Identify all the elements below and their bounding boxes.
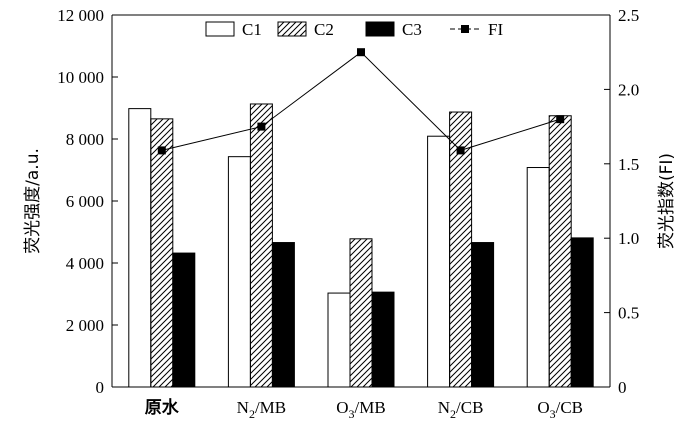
bar-c1-2 bbox=[327, 292, 351, 388]
fi-point-1 bbox=[257, 122, 266, 131]
axes: 0 2 000 4 000 6 000 8 000 10 000 12 000 0 0.5 1.0… bbox=[57, 6, 639, 421]
y2-tick-label-5: 2.5 bbox=[618, 6, 639, 25]
y2-tick-label-1: 0.5 bbox=[618, 304, 639, 323]
bar-c2-2 bbox=[349, 238, 373, 388]
bar-c1-0 bbox=[128, 108, 152, 388]
y-axis-label: 荧光强度/a.u. bbox=[23, 148, 43, 254]
fi-point-0 bbox=[157, 146, 166, 155]
bar-c2-4 bbox=[548, 115, 572, 388]
fi-line bbox=[161, 51, 561, 151]
x-tick-label-1: N2/MB bbox=[237, 398, 286, 421]
legend-swatch-c3 bbox=[365, 21, 395, 37]
legend-label-c1: C1 bbox=[242, 20, 262, 39]
y-tick-label-4: 8 000 bbox=[66, 130, 104, 149]
legend-label-c2: C2 bbox=[314, 20, 334, 39]
bar-c3-0 bbox=[172, 252, 196, 388]
bar-c2-1 bbox=[249, 103, 273, 388]
legend-swatch-c1 bbox=[205, 21, 235, 37]
legend-label-fi: FI bbox=[488, 20, 503, 39]
y-tick-label-1: 2 000 bbox=[66, 316, 104, 335]
legend-label-c3: C3 bbox=[402, 20, 422, 39]
fi-point-2 bbox=[357, 48, 365, 57]
y2-tick-label-4: 2.0 bbox=[618, 80, 639, 99]
fi-point-4 bbox=[556, 115, 565, 124]
y2-axis-label: 荧光指数(FI) bbox=[657, 153, 677, 249]
y2-tick-label-0: 0 bbox=[618, 378, 627, 397]
x-tick-label-0: 原水 bbox=[145, 397, 180, 418]
legend-swatch-fi-marker bbox=[461, 25, 469, 33]
bar-c1-1 bbox=[227, 156, 251, 388]
bar-c2-0 bbox=[150, 118, 174, 388]
bar-c1-3 bbox=[427, 135, 451, 388]
bar-c1-4 bbox=[526, 167, 550, 388]
x-tick-label-3: N2/CB bbox=[438, 398, 484, 421]
bar-c3-2 bbox=[371, 291, 395, 388]
legend-swatch-c2 bbox=[277, 21, 307, 37]
y-tick-label-0: 0 bbox=[96, 378, 105, 397]
bar-c3-3 bbox=[471, 242, 495, 388]
bar-c3-4 bbox=[570, 237, 594, 388]
y-tick-label-3: 6 000 bbox=[66, 192, 104, 211]
y-tick-label-6: 12 000 bbox=[57, 6, 104, 25]
bar-c3-1 bbox=[271, 242, 295, 388]
y2-tick-label-2: 1.0 bbox=[618, 229, 639, 248]
fi-point-3 bbox=[456, 146, 465, 155]
legend: C1 C2 C3 FI bbox=[205, 20, 503, 39]
x-tick-label-4: O3/CB bbox=[537, 398, 583, 421]
y-tick-label-5: 10 000 bbox=[57, 68, 104, 87]
x-tick-label-2: O3/MB bbox=[336, 398, 385, 421]
y2-tick-label-3: 1.5 bbox=[618, 155, 639, 174]
y-tick-label-2: 4 000 bbox=[66, 254, 104, 273]
plot-area bbox=[128, 48, 594, 388]
